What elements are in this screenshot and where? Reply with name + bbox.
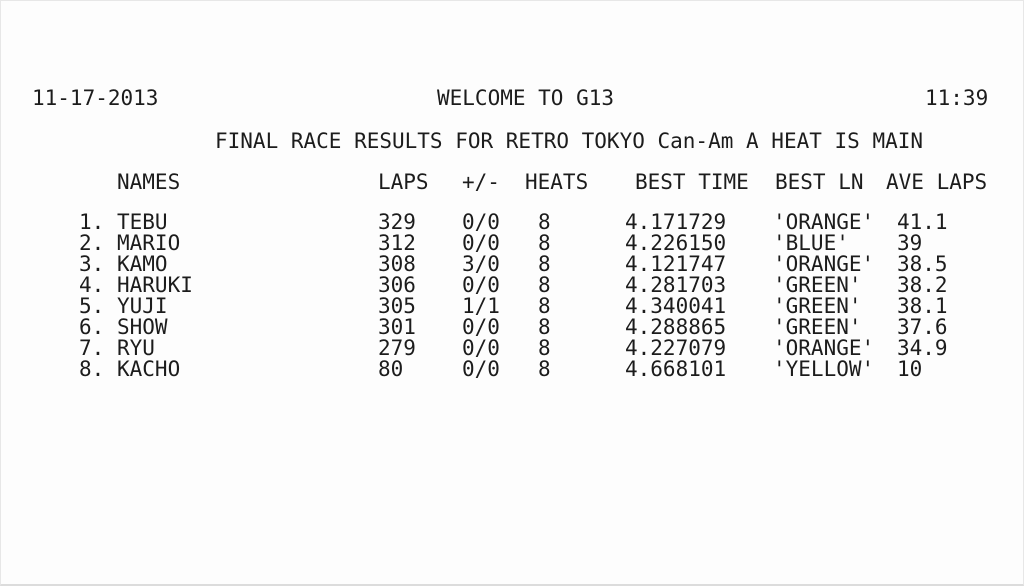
row-plus-minus: 0/0	[462, 210, 500, 234]
col-header-plus-minus: +/-	[462, 170, 500, 194]
row-ave-laps: 38.5	[897, 252, 948, 276]
row-name: HARUKI	[117, 273, 193, 297]
row-ave-laps: 41.1	[897, 210, 948, 234]
row-heats: 8	[538, 231, 551, 255]
col-header-heats: HEATS	[525, 170, 589, 194]
row-best-lane: 'BLUE'	[773, 231, 849, 255]
col-header-ave-laps: AVE LAPS	[886, 170, 988, 194]
row-best-time: 4.121747	[625, 252, 727, 276]
col-header-names: NAMES	[117, 170, 181, 194]
row-name: YUJI	[117, 294, 168, 318]
results-headline: FINAL RACE RESULTS FOR RETRO TOKYO Can-A…	[215, 129, 924, 153]
row-laps: 305	[378, 294, 416, 318]
row-best-lane: 'ORANGE'	[773, 336, 875, 360]
row-best-lane: 'ORANGE'	[773, 210, 875, 234]
col-header-laps: LAPS	[378, 170, 429, 194]
row-rank: 3.	[79, 252, 105, 276]
table-row: 4. HARUKI 306 0/0 8 4.281703 'GREEN' 38.…	[1, 275, 1023, 296]
table-row: 1. TEBU 329 0/0 8 4.171729 'ORANGE' 41.1	[1, 212, 1023, 233]
row-name: KACHO	[117, 357, 181, 381]
page-title: WELCOME TO G13	[437, 86, 615, 110]
row-best-lane: 'YELLOW'	[773, 357, 875, 381]
row-ave-laps: 10	[897, 357, 923, 381]
row-plus-minus: 0/0	[462, 315, 500, 339]
row-name: RYU	[117, 336, 155, 360]
row-heats: 8	[538, 210, 551, 234]
headline-line: FINAL RACE RESULTS FOR RETRO TOKYO Can-A…	[1, 131, 1023, 152]
row-ave-laps: 38.2	[897, 273, 948, 297]
row-heats: 8	[538, 336, 551, 360]
row-best-lane: 'ORANGE'	[773, 252, 875, 276]
row-rank: 7.	[79, 336, 105, 360]
row-name: SHOW	[117, 315, 168, 339]
row-heats: 8	[538, 294, 551, 318]
row-plus-minus: 0/0	[462, 357, 500, 381]
row-plus-minus: 3/0	[462, 252, 500, 276]
print-date: 11-17-2013	[32, 86, 159, 110]
row-name: MARIO	[117, 231, 181, 255]
row-best-lane: 'GREEN'	[773, 273, 862, 297]
row-plus-minus: 1/1	[462, 294, 500, 318]
row-rank: 8.	[79, 357, 105, 381]
col-header-best-lane: BEST LN	[775, 170, 864, 194]
row-heats: 8	[538, 252, 551, 276]
row-laps: 80	[378, 357, 404, 381]
row-laps: 329	[378, 210, 416, 234]
row-best-time: 4.281703	[625, 273, 727, 297]
table-row: 6. SHOW 301 0/0 8 4.288865 'GREEN' 37.6	[1, 317, 1023, 338]
row-best-time: 4.668101	[625, 357, 727, 381]
row-best-lane: 'GREEN'	[773, 294, 862, 318]
row-laps: 308	[378, 252, 416, 276]
print-time: 11:39	[925, 86, 989, 110]
row-heats: 8	[538, 357, 551, 381]
row-ave-laps: 38.1	[897, 294, 948, 318]
row-laps: 312	[378, 231, 416, 255]
row-plus-minus: 0/0	[462, 273, 500, 297]
table-row: 2. MARIO 312 0/0 8 4.226150 'BLUE' 39	[1, 233, 1023, 254]
row-laps: 306	[378, 273, 416, 297]
row-heats: 8	[538, 273, 551, 297]
row-plus-minus: 0/0	[462, 231, 500, 255]
row-best-lane: 'GREEN'	[773, 315, 862, 339]
row-rank: 5.	[79, 294, 105, 318]
row-ave-laps: 39	[897, 231, 923, 255]
table-row: 7. RYU 279 0/0 8 4.227079 'ORANGE' 34.9	[1, 338, 1023, 359]
table-row: 8. KACHO 80 0/0 8 4.668101 'YELLOW' 10	[1, 359, 1023, 380]
row-name: KAMO	[117, 252, 168, 276]
row-best-time: 4.171729	[625, 210, 727, 234]
row-laps: 301	[378, 315, 416, 339]
row-ave-laps: 34.9	[897, 336, 948, 360]
row-ave-laps: 37.6	[897, 315, 948, 339]
table-row: 3. KAMO 308 3/0 8 4.121747 'ORANGE' 38.5	[1, 254, 1023, 275]
row-rank: 1.	[79, 210, 105, 234]
row-best-time: 4.340041	[625, 294, 727, 318]
table-row: 5. YUJI 305 1/1 8 4.340041 'GREEN' 38.1	[1, 296, 1023, 317]
row-rank: 6.	[79, 315, 105, 339]
row-best-time: 4.288865	[625, 315, 727, 339]
row-best-time: 4.227079	[625, 336, 727, 360]
row-rank: 4.	[79, 273, 105, 297]
row-laps: 279	[378, 336, 416, 360]
row-rank: 2.	[79, 231, 105, 255]
row-plus-minus: 0/0	[462, 336, 500, 360]
row-heats: 8	[538, 315, 551, 339]
page-header-line: 11-17-2013 WELCOME TO G13 11:39	[1, 88, 1023, 109]
col-header-best-time: BEST TIME	[635, 170, 749, 194]
table-header-row: NAMES LAPS +/- HEATS BEST TIME BEST LN A…	[1, 172, 1023, 193]
row-best-time: 4.226150	[625, 231, 727, 255]
row-name: TEBU	[117, 210, 168, 234]
